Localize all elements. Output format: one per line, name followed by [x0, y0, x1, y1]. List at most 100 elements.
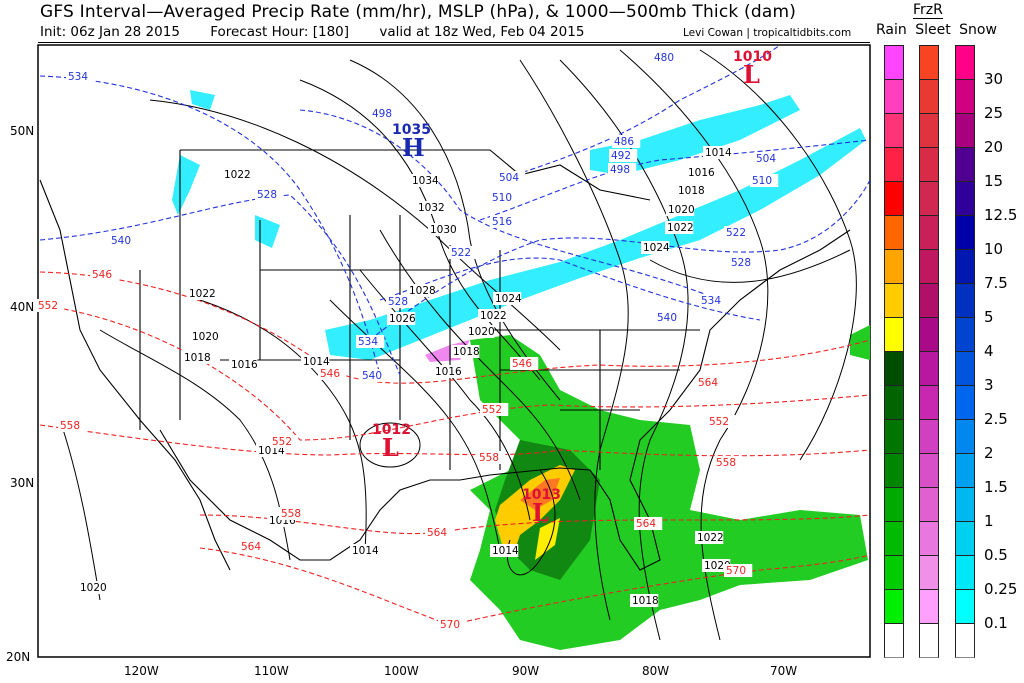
thickness-warm-label: 546: [92, 269, 112, 281]
thickness-cold-label: 486: [614, 136, 634, 148]
isobar-label-bg: [666, 203, 695, 216]
thickness-warm-label-bg: [714, 456, 743, 469]
isobar-label: 1018: [678, 185, 705, 197]
colorbar-swatch: [919, 147, 939, 181]
isobar-label-bg: [686, 166, 715, 179]
colorbar-swatch: [955, 147, 975, 181]
isobar-label: 1030: [430, 224, 457, 236]
thickness-warm-label-bg: [279, 507, 308, 520]
colorbar-swatch: [884, 181, 904, 215]
colorbar-swatch: [955, 453, 975, 487]
colorbar-level-label: 1: [984, 512, 994, 530]
legend-sleet: Sleet: [915, 22, 951, 38]
colorbar-rain: [884, 45, 904, 658]
colorbar-level-label: 1.5: [984, 478, 1008, 496]
thickness-cold-label-bg: [609, 149, 638, 162]
colorbar-swatch: [884, 351, 904, 385]
isobar-label-bg: [182, 351, 211, 364]
isobar-label: 1022: [480, 310, 507, 322]
isobar-label-bg: [466, 325, 495, 338]
thickness-cold-label: 522: [726, 227, 746, 239]
thickness-warm-label: 558: [479, 452, 499, 464]
isobar-label-bg: [301, 355, 330, 368]
colorbar-sleet: [919, 45, 939, 658]
pressure-center-value: 1010: [733, 49, 772, 65]
colorbar-swatch: [884, 249, 904, 283]
colorbar-swatch: [884, 589, 904, 623]
subtitle: Init: 06z Jan 28 2015 Forecast Hour: [18…: [40, 24, 610, 40]
forecast-hour: Forecast Hour: [180]: [210, 24, 350, 40]
colorbar-swatch: [919, 521, 939, 555]
thickness-cold-label: 504: [756, 153, 776, 165]
thickness-cold-label: 534: [358, 336, 378, 348]
colorbar-swatch: [884, 385, 904, 419]
isobar-label-bg: [410, 174, 439, 187]
thickness-cold-label: 498: [372, 108, 392, 120]
thickness-warm-label: 552: [38, 300, 58, 312]
colorbar-level-label: 0.1: [984, 614, 1008, 632]
map-title: GFS Interval—Averaged Precip Rate (mm/hr…: [40, 2, 797, 22]
colorbar-level-label: 3: [984, 376, 994, 394]
colorbar-swatch: [955, 419, 975, 453]
pressure-center-value: 1013: [522, 487, 561, 503]
thickness-cold-label: 492: [611, 150, 631, 162]
legend-rain: Rain: [876, 22, 907, 38]
lat-label: 50N: [10, 124, 34, 138]
colorbar-swatch: [955, 487, 975, 521]
lon-label: 110W: [254, 664, 289, 678]
colorbar-swatch: [919, 317, 939, 351]
colorbar-swatch: [884, 453, 904, 487]
isobar-label: 1018: [453, 346, 480, 358]
isobar-label-bg: [433, 365, 462, 378]
thickness-warm-label: 552: [272, 436, 292, 448]
thickness-cold-label: 534: [68, 71, 88, 83]
colorbar-swatch: [955, 113, 975, 147]
init-time: Init: 06z Jan 28 2015: [40, 24, 180, 40]
lon-label: 120W: [124, 664, 159, 678]
isobar-label-bg: [229, 358, 258, 371]
colorbar-swatch: [919, 215, 939, 249]
pressure-center-value: 1035: [392, 122, 431, 138]
thickness-cold-label-bg: [608, 163, 637, 176]
colorbar-level-label: 15: [984, 172, 1004, 190]
lat-label: 20N: [6, 650, 30, 664]
isobar-label: 1018: [632, 595, 659, 607]
thickness-cold-label: 516: [492, 216, 512, 228]
thickness-cold-label: 510: [752, 175, 772, 187]
colorbar-level-label: 10: [984, 240, 1004, 258]
thickness-warm-label-bg: [510, 357, 539, 370]
colorbar-swatch: [919, 589, 939, 623]
colorbar-level-label: 4: [984, 342, 994, 360]
thickness-warm-label: 558: [60, 420, 80, 432]
isobar-label-bg: [190, 330, 219, 343]
colorbar-level-label: 12.5: [984, 206, 1018, 224]
colorbar-swatch: [919, 385, 939, 419]
colorbar-swatch: [919, 487, 939, 521]
thickness-cold-label-bg: [612, 135, 641, 148]
isobar-label-bg: [695, 531, 724, 544]
isobar-label: 1014: [303, 356, 330, 368]
colorbar-swatch: [919, 623, 939, 658]
legend-frzr-label: FrzR: [913, 2, 943, 19]
colorbar-swatch: [884, 79, 904, 113]
lon-label: 70W: [770, 664, 797, 678]
isobar-label-bg: [630, 594, 659, 607]
colorbar-swatch: [955, 215, 975, 249]
colorbar-swatch: [955, 249, 975, 283]
thickness-warm-label-bg: [270, 435, 299, 448]
colorbar-swatch: [884, 317, 904, 351]
thickness-cold-label: 510: [492, 192, 512, 204]
isobar-label-bg: [665, 221, 694, 234]
isobar-label-bg: [387, 312, 416, 325]
legend-types: Rain Sleet Snow: [876, 22, 1001, 38]
lat-label: 40N: [10, 300, 34, 314]
isobar-label: 1028: [409, 285, 436, 297]
isobar-label-bg: [641, 241, 670, 254]
isobar-label: 1020: [668, 204, 695, 216]
thickness-cold-label-bg: [370, 107, 399, 120]
colorbar-level-label: 0.25: [984, 580, 1018, 598]
thickness-cold-label: 498: [610, 164, 630, 176]
thickness-cold-label: 540: [362, 370, 382, 382]
thickness-warm-label: 570: [440, 619, 460, 631]
precip-rain: [470, 325, 870, 650]
